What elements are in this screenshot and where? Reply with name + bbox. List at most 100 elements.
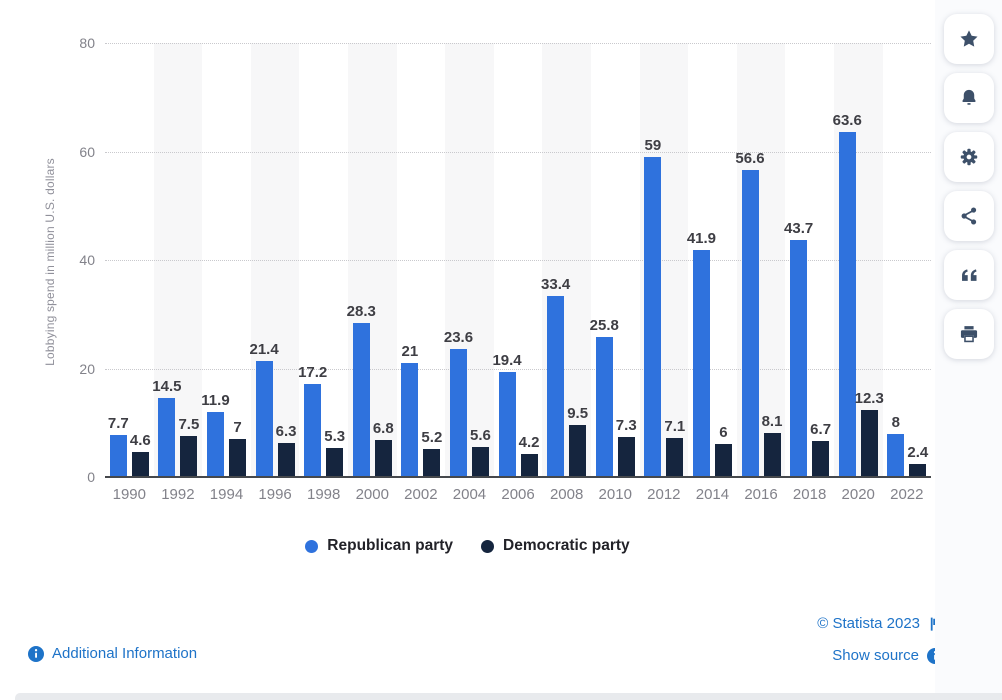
x-axis-label: 2008 — [549, 486, 584, 503]
bar-value-label: 4.6 — [129, 432, 151, 450]
x-axis-label: 1992 — [161, 486, 195, 503]
bar-pair: 43.7 6.7 — [784, 43, 834, 477]
bar-value-label: 23.6 — [443, 328, 474, 346]
bar-value-label: 25.8 — [589, 317, 619, 335]
bar-value-label: 11.9 — [201, 392, 230, 410]
bar-group: 56.6 8.1 2016 — [735, 43, 786, 513]
star-icon — [959, 30, 978, 47]
legend-marker — [481, 539, 495, 553]
republican-party-bar — [255, 360, 273, 477]
republican-party-bar — [692, 249, 710, 477]
bar-pair: 63.6 12.3 — [832, 43, 884, 477]
bar-pair: 21.4 6.3 — [249, 43, 300, 477]
democratic-party-bar-slot: 5.2 — [421, 43, 442, 477]
bar-value-label: 33.4 — [541, 275, 571, 293]
democratic-party-bar — [277, 442, 295, 477]
democratic-party-bar-slot: 12.3 — [855, 43, 884, 477]
republican-party-bar-slot: 17.2 — [298, 43, 327, 477]
democratic-party-bar-slot: 8.1 — [761, 43, 783, 477]
settings-button[interactable] — [943, 132, 994, 182]
republican-party-bar-slot: 19.4 — [492, 43, 522, 477]
x-axis-label: 1998 — [306, 486, 341, 503]
democratic-party-bar-slot: 5.6 — [470, 43, 491, 477]
democratic-party-bar — [131, 452, 149, 477]
bar-value-label: 5.6 — [470, 426, 491, 444]
bar-group: 63.6 12.3 2020 — [832, 43, 884, 513]
bar-pair: 7.7 4.6 — [105, 43, 154, 477]
republican-party-bar-slot: 28.3 — [347, 43, 376, 477]
bar-pair: 8 2.4 — [883, 43, 932, 477]
democratic-party-bar — [228, 439, 246, 477]
republican-party-bar — [498, 371, 516, 477]
y-axis-ticks: 0 20 40 60 80 — [53, 35, 95, 485]
bar-value-label: 8.1 — [761, 413, 783, 431]
legend-label: Republican party — [327, 537, 454, 554]
bar-group: 21.4 6.3 1996 — [249, 43, 300, 513]
bar-value-label: 63.6 — [832, 111, 862, 129]
republican-party-bar — [304, 383, 322, 477]
bar-group: 11.9 7 1994 — [201, 43, 251, 513]
y-tick-label: 60 — [79, 143, 95, 160]
additional-information-link[interactable]: Additional Information — [28, 645, 197, 662]
democratic-party-bar-slot: 4.2 — [519, 43, 539, 477]
alert-button[interactable] — [943, 73, 994, 123]
bar-pair: 17.2 5.3 — [298, 43, 348, 477]
republican-party-bar-slot: 21 — [401, 43, 419, 477]
cite-button[interactable] — [943, 250, 994, 300]
bar-pair: 41.9 6 — [687, 43, 737, 477]
legend: Republican party Democratic party — [0, 537, 935, 555]
republican-party-bar-slot: 33.4 — [541, 43, 570, 477]
bar-group: 33.4 9.5 2008 — [541, 43, 591, 513]
republican-party-bar-slot: 23.6 — [444, 43, 473, 477]
plot-area: 7.7 4.6 1990 14.5 7.5 1992 11.9 7 1994 21.4 6.3 199… — [105, 43, 931, 523]
republican-party-bar-slot: 59 — [644, 43, 662, 477]
bar-value-label: 7 — [233, 419, 242, 437]
republican-party-bar — [741, 169, 759, 477]
democratic-party-bar-slot: 2.4 — [907, 43, 929, 477]
x-axis-label: 2002 — [404, 486, 438, 503]
y-tick-label: 80 — [79, 35, 95, 51]
share-button[interactable] — [943, 191, 994, 241]
bar-value-label: 8 — [891, 413, 900, 431]
bar-pair: 23.6 5.6 — [444, 43, 494, 477]
legend-item: Republican party — [305, 537, 453, 555]
bar-value-label: 6.3 — [275, 422, 297, 440]
bar-value-label: 12.3 — [854, 390, 884, 408]
legend-marker — [305, 539, 319, 553]
republican-party-bar — [158, 398, 176, 477]
democratic-party-bar-slot: 6.3 — [275, 43, 297, 477]
legend-label: Democratic party — [503, 537, 630, 554]
bar-group: 17.2 5.3 1998 — [298, 43, 348, 513]
bar-value-label: 56.6 — [735, 149, 765, 167]
republican-party-bar — [547, 295, 565, 477]
bell-icon — [961, 89, 976, 105]
bar-group: 25.8 7.3 2010 — [589, 43, 640, 513]
bar-value-label: 5.3 — [324, 428, 346, 446]
republican-party-bar — [401, 363, 419, 477]
bar-group: 7.7 4.6 1990 — [105, 43, 154, 513]
bar-pair: 56.6 8.1 — [735, 43, 786, 477]
democratic-party-bar — [909, 463, 927, 477]
favorite-button[interactable] — [943, 14, 994, 64]
republican-party-bar — [109, 435, 127, 477]
y-tick-label: 0 — [87, 469, 95, 485]
republican-party-bar-slot: 43.7 — [784, 43, 813, 477]
x-axis-label: 2016 — [744, 486, 778, 503]
x-axis-label: 1990 — [112, 486, 146, 503]
gridline — [105, 368, 931, 370]
republican-party-bar — [206, 412, 224, 477]
show-source-link[interactable]: Show source — [832, 647, 943, 664]
bar-group: 28.3 6.8 2000 — [347, 43, 397, 513]
democratic-party-bar — [374, 440, 392, 477]
bar-value-label: 28.3 — [346, 303, 376, 321]
print-button[interactable] — [943, 309, 994, 359]
bar-group: 59 7.1 2012 — [640, 43, 689, 513]
republican-party-bar — [595, 337, 613, 477]
copyright-link[interactable]: © Statista 2023 — [817, 615, 943, 632]
republican-party-bar — [887, 433, 905, 477]
bar-value-label: 2.4 — [907, 443, 929, 461]
democratic-party-bar — [812, 440, 830, 477]
democratic-party-bar — [569, 425, 587, 477]
x-axis-label: 2006 — [501, 486, 535, 503]
x-axis-label: 1996 — [258, 486, 292, 503]
